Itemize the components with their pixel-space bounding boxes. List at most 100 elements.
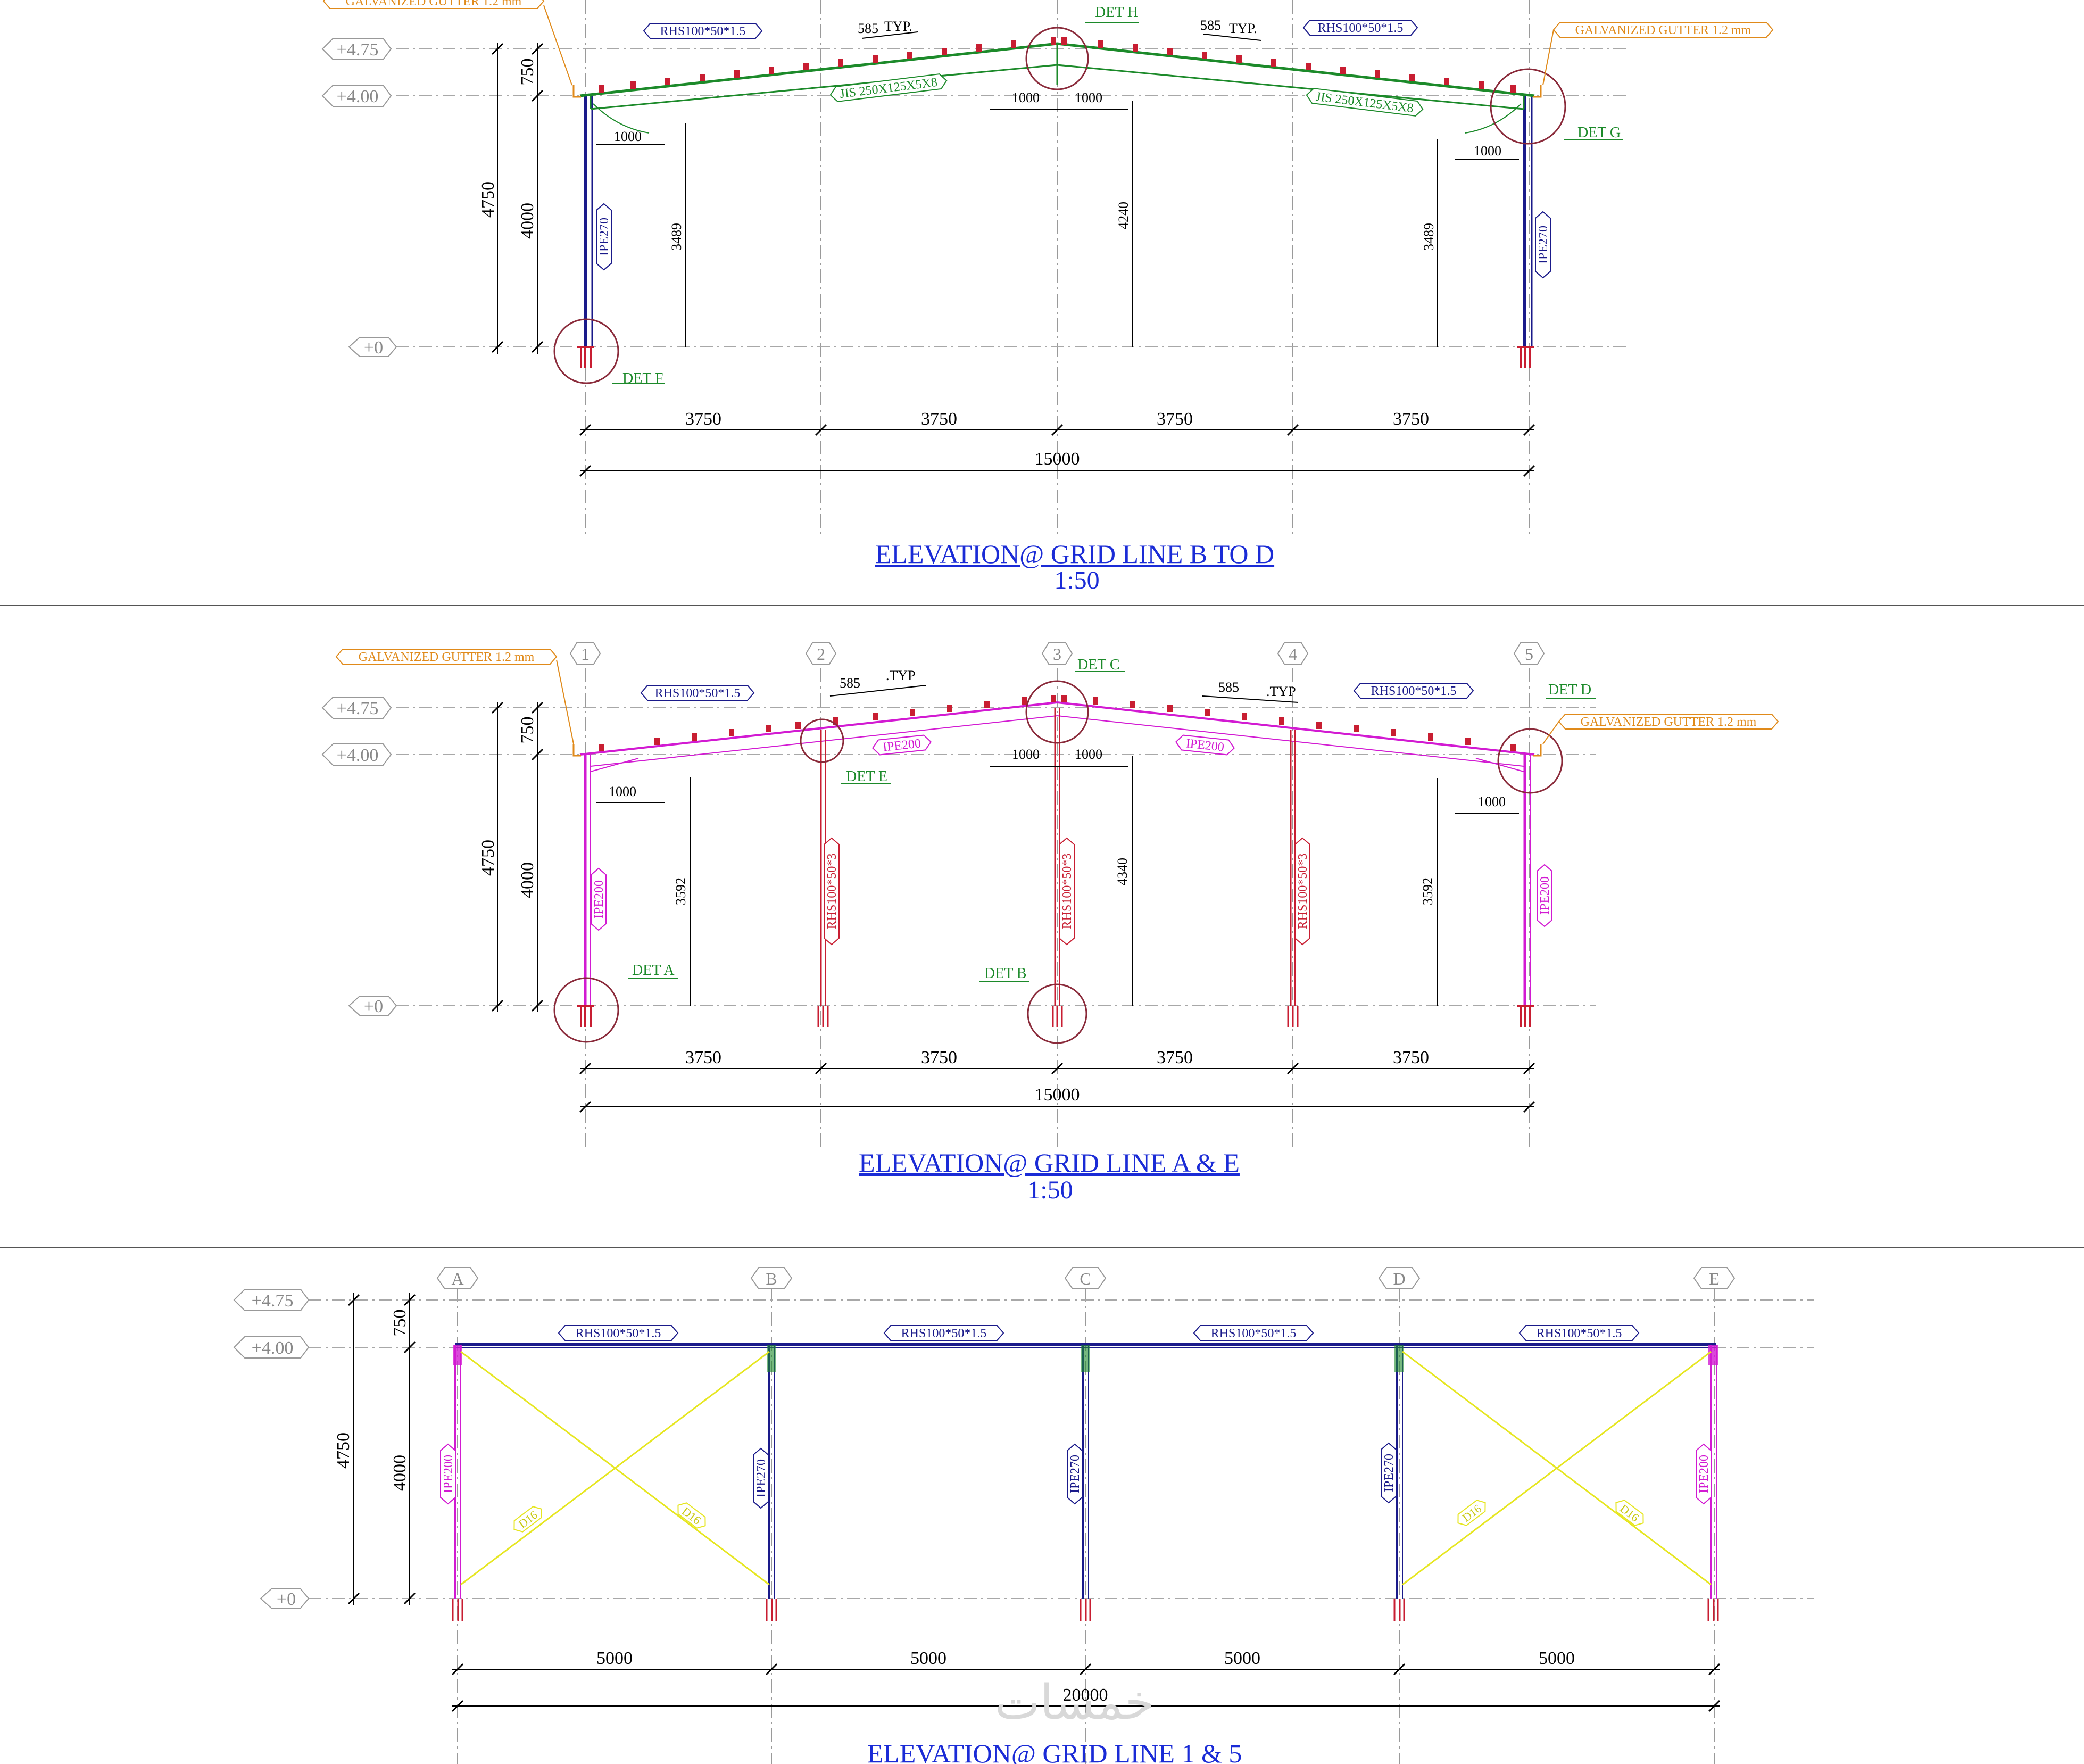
view-scale: 1:50 — [1027, 1176, 1073, 1204]
level-tag: +4.75 — [321, 697, 392, 719]
view-title: ELEVATION@ GRID LINE B TO D — [875, 539, 1274, 569]
typical-note: TYP. — [1229, 21, 1257, 36]
purlin-label: RHS100*50*1.5 — [576, 1327, 661, 1340]
purlin-tag: RHS100*50*1.5 — [1353, 683, 1474, 699]
detail-label: DET E — [846, 768, 887, 785]
dim-offset: 1000 — [1012, 747, 1040, 762]
detail-callout — [553, 977, 619, 1043]
view-title: ELEVATION@ GRID LINE A & E — [859, 1148, 1240, 1178]
dim-bay: 3750 — [1393, 1048, 1429, 1067]
gutter — [572, 85, 581, 98]
column-label: IPE200 — [1697, 1455, 1711, 1493]
purlin-spacing: 585 — [1200, 18, 1221, 33]
dim-offset: 1000 — [1474, 143, 1501, 159]
grid-label: B — [766, 1269, 777, 1288]
dim-column-height: 4000 — [518, 862, 537, 898]
purlin-label: RHS100*50*1.5 — [660, 24, 746, 38]
gutter — [572, 744, 581, 757]
base-plate — [1080, 1599, 1091, 1621]
dim-top-height: 750 — [518, 59, 537, 86]
detail-label: DET H — [1095, 4, 1138, 21]
base-plate — [817, 1006, 829, 1027]
dim-height: 3489 — [669, 223, 684, 251]
post-tag: RHS100*50*3 — [1294, 837, 1310, 946]
base-plate — [1393, 1599, 1405, 1621]
detail-callout — [800, 718, 844, 763]
detail-label: DET G — [1577, 125, 1621, 141]
detail-callout — [1490, 68, 1566, 145]
purlin-label: RHS100*50*1.5 — [655, 686, 741, 700]
level-tag: +4.75 — [321, 38, 392, 60]
purlin-spacing: 585 — [858, 21, 878, 36]
base-plate — [577, 1005, 594, 1027]
dim-height: 3489 — [1421, 223, 1437, 251]
typical-note: TYP. — [884, 19, 912, 34]
grid-bubble: 2 — [805, 642, 837, 665]
grid-bubble: 3 — [1041, 642, 1073, 665]
grid-label: A — [451, 1269, 463, 1288]
dim-offset: 1000 — [1075, 747, 1102, 762]
gutter — [1533, 85, 1542, 98]
column-tag: IPE270 — [1067, 1443, 1083, 1505]
rafter-tag: IPE200 — [871, 734, 932, 756]
dim-bay: 3750 — [1157, 1048, 1193, 1067]
column-label: IPE270 — [1537, 226, 1550, 264]
gutter-label: GALVANIZED GUTTER 1.2 mm — [1581, 715, 1757, 729]
purlin-tag: RHS100*50*1.5 — [558, 1325, 679, 1341]
purlin-tag: RHS100*50*1.5 — [640, 685, 755, 701]
column-label: IPE200 — [592, 880, 606, 918]
rafter-label: JIS 250X125X5X8 — [839, 76, 938, 101]
purlin-label: RHS100*50*1.5 — [1318, 21, 1404, 35]
elevation-1-and-5: A B C D E +4.75 +4.00 +0 4750 4000 750 — [233, 1267, 1814, 1764]
detail-label: DET F — [622, 370, 663, 387]
gutter-tag: GALVANIZED GUTTER 1.2 mm — [1542, 714, 1779, 744]
purlin-label: RHS100*50*1.5 — [1371, 684, 1457, 698]
dim-bay: 3750 — [921, 409, 957, 429]
dim-offset: 1000 — [614, 129, 642, 144]
dim-overall-height: 4750 — [478, 181, 498, 218]
view-title: ELEVATION@ GRID LINE 1 & 5 — [867, 1738, 1242, 1764]
level-tag: +4.75 — [233, 1289, 310, 1311]
level-tag: +4.00 — [321, 85, 392, 107]
elevation-a-and-e: 1 2 3 4 5 +4.75 +4.00 +0 4750 4000 750 — [321, 642, 1779, 1204]
dim-total: 15000 — [1035, 449, 1080, 469]
column-tag: IPE200 — [1537, 864, 1552, 927]
detail-label: DET D — [1548, 682, 1591, 698]
purlin-spacing: 585 — [840, 675, 860, 691]
post-label: RHS100*50*3 — [1296, 854, 1310, 930]
dim-offset: 1000 — [1012, 90, 1040, 105]
column-tag: IPE270 — [596, 203, 612, 271]
dim-bay: 5000 — [910, 1649, 946, 1668]
grid-label: 2 — [817, 644, 825, 664]
watermark: خمسات — [995, 1675, 1155, 1730]
column-tag: IPE200 — [591, 867, 607, 931]
base-plate — [766, 1599, 777, 1621]
rafter-tag: IPE200 — [1175, 734, 1235, 756]
purlin-label: RHS100*50*1.5 — [1537, 1327, 1622, 1340]
grid-label: C — [1080, 1269, 1091, 1288]
post-tag: RHS100*50*3 — [824, 837, 840, 946]
level-label: +4.00 — [337, 87, 379, 106]
column-tag: IPE270 — [1535, 211, 1551, 279]
dim-bay: 3750 — [685, 1048, 721, 1067]
level-label: +4.75 — [337, 699, 379, 718]
grid-bubble: B — [750, 1267, 793, 1289]
dim-top-height: 750 — [390, 1310, 410, 1337]
detail-callout — [1025, 27, 1089, 90]
base-plate — [1287, 1006, 1299, 1027]
grid-label: 4 — [1289, 644, 1297, 664]
purlin-row — [599, 695, 1516, 751]
rafter-tag: JIS 250X125X5X8 — [1306, 88, 1424, 117]
dim-offset: 1000 — [1478, 794, 1506, 809]
column-tag: IPE270 — [1381, 1442, 1397, 1504]
purlin-row — [599, 37, 1516, 93]
level-tag: +0 — [348, 996, 397, 1016]
base-plate — [1517, 346, 1534, 368]
level-tag: +0 — [348, 337, 397, 358]
detail-label: DET C — [1077, 657, 1120, 673]
dim-top-height: 750 — [518, 717, 537, 744]
column-label: IPE270 — [754, 1459, 768, 1497]
dim-bay: 3750 — [1157, 409, 1193, 429]
dim-total: 20000 — [1063, 1685, 1108, 1705]
detail-label: DET A — [632, 962, 675, 979]
